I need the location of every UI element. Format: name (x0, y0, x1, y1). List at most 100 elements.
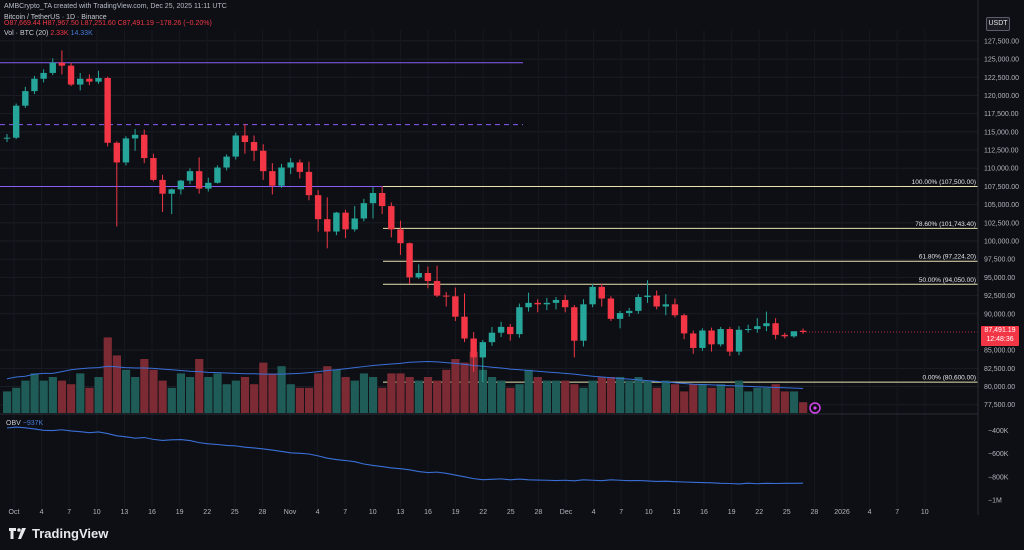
time-tick: 22 (203, 509, 211, 516)
candle-body (342, 212, 349, 230)
candle-body (607, 298, 615, 319)
price-tick: 100,000.00 (984, 239, 1019, 246)
volume-bar (689, 384, 698, 413)
candle-body (653, 295, 660, 307)
symbol-label: Bitcoin / TetherUS · 1D · Binance (4, 14, 107, 21)
price-tick: 90,000.00 (984, 311, 1015, 318)
price-tick: 115,000.00 (984, 129, 1019, 136)
volume-ma-value: 14.33K (70, 30, 93, 37)
tradingview-logo-icon[interactable] (8, 526, 28, 540)
symbol-title[interactable]: Bitcoin / TetherUS · 1D · Binance (4, 14, 107, 21)
volume-bar (57, 380, 67, 413)
candle-body (333, 212, 340, 232)
volume-bar (378, 387, 387, 413)
horizontal-levels (0, 62, 523, 187)
volume-ma-line (6, 361, 804, 390)
price-tick: 107,500.00 (984, 184, 1019, 191)
volume-bar (112, 355, 121, 413)
candle-body (150, 158, 157, 180)
volume-bar (423, 377, 433, 413)
volume-bar (341, 377, 350, 413)
volume-bar (634, 377, 643, 413)
volume-bar (295, 387, 304, 413)
volume-bar (240, 377, 250, 413)
volume-bar (158, 380, 167, 413)
time-tick: 4 (40, 509, 44, 516)
volume-bar (579, 387, 588, 413)
price-tick: 82,500.00 (984, 366, 1015, 373)
volume-bar (323, 366, 332, 413)
volume-bar (48, 377, 57, 413)
candle-body (287, 162, 294, 168)
volume-bar (39, 380, 48, 413)
volume-bar (533, 377, 542, 413)
candle-body (680, 315, 688, 334)
time-tick: 13 (397, 509, 405, 516)
candle-body (232, 135, 239, 157)
tradingview-brand[interactable]: TradingView (32, 526, 109, 541)
price-tick: 95,000.00 (984, 275, 1015, 282)
candle-body (388, 206, 395, 230)
candle-body (159, 179, 166, 194)
candle-body (571, 307, 578, 341)
candle-body (799, 330, 807, 333)
time-tick: 7 (619, 509, 623, 516)
candle-body (735, 329, 743, 352)
candle-body (726, 329, 734, 352)
time-tick: 10 (93, 509, 101, 516)
time-tick: 4 (868, 509, 872, 516)
volume-legend: Vol · BTC (20) 2.33K 14.33K (4, 30, 93, 37)
fib-label: 50.00% (94,050.00) (919, 277, 976, 284)
price-axis: 127,500.00 125,000.00 122,500.00 120,000.00… (984, 38, 1019, 409)
time-tick: Dec (560, 509, 573, 516)
volume-bar (231, 380, 240, 413)
time-tick: 19 (176, 509, 184, 516)
volume-bar (643, 380, 652, 413)
candle-body (772, 323, 779, 335)
time-tick: 16 (700, 509, 708, 516)
volume-bar (789, 391, 799, 413)
volume-bar (497, 380, 506, 413)
volume-bar (506, 387, 515, 413)
candle-body (67, 65, 75, 85)
volume-bar (277, 366, 286, 413)
candle-body (141, 134, 148, 159)
time-tick: 10 (921, 509, 929, 516)
time-tick: 13 (121, 509, 129, 516)
volume-bar (570, 384, 579, 413)
candle-body (561, 299, 569, 308)
volume-bar (561, 380, 570, 413)
price-tick: 77,500.00 (984, 402, 1015, 409)
candle-body (433, 281, 441, 296)
time-tick: 22 (755, 509, 763, 516)
candles (3, 50, 978, 383)
volume-bar (213, 373, 222, 413)
volume-bar (680, 391, 689, 413)
candle-body (406, 243, 413, 278)
fib-label: 78.60% (101,743.40) (915, 221, 976, 228)
volume-bar (478, 369, 487, 413)
candle-body (278, 167, 285, 186)
fib-label: 100.00% (107,500.00) (912, 179, 976, 186)
volume-bar (304, 387, 314, 413)
time-tick: 25 (231, 509, 239, 516)
volume-bar (186, 377, 195, 413)
fibonacci-levels: 100.00% (107,500.00) 78.60% (101,743.40) 6… (383, 179, 978, 383)
currency-button[interactable]: USDT (986, 17, 1010, 31)
volume-value: 2.33K (50, 30, 69, 37)
time-tick: 19 (728, 509, 736, 516)
candle-body (177, 180, 185, 190)
candle-body (580, 304, 587, 341)
time-tick: 7 (67, 509, 71, 516)
candle-body (598, 286, 605, 299)
time-tick: 25 (507, 509, 515, 516)
time-tick: 19 (452, 509, 460, 516)
time-tick: 25 (783, 509, 791, 516)
price-tick: 85,000.00 (984, 348, 1015, 355)
volume-bar (387, 373, 396, 413)
volume-bar (12, 387, 21, 413)
candle-body (781, 334, 788, 337)
volume-bar (30, 373, 39, 413)
candle-body (12, 105, 20, 138)
